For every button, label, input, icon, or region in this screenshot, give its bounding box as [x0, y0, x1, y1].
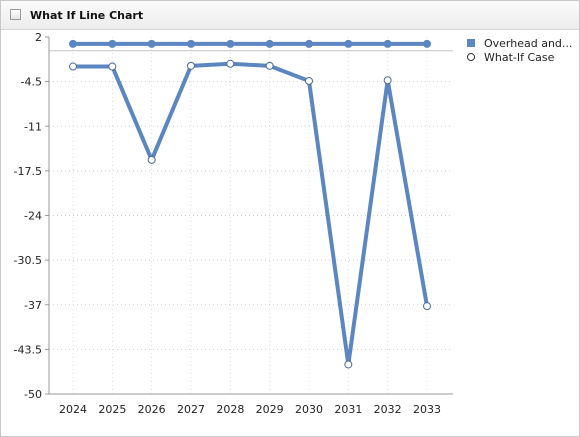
x-tick-label: 2031 [334, 403, 362, 416]
series-2-point [344, 360, 353, 369]
y-tick-label: -11 [24, 120, 42, 133]
y-tick-label: -24 [24, 210, 42, 223]
x-tick-label: 2025 [98, 403, 126, 416]
checkbox-icon[interactable] [10, 9, 21, 20]
x-tick-label: 2030 [295, 403, 323, 416]
x-tick-label: 2033 [413, 403, 441, 416]
series-2-point [108, 62, 117, 71]
x-tick-label: 2026 [138, 403, 166, 416]
series-1-point [305, 39, 313, 48]
series-2-point [305, 76, 313, 85]
series-2-point [187, 61, 195, 70]
series-2-point [69, 62, 77, 71]
y-tick-label: 2 [35, 31, 42, 44]
x-tick-label: 2027 [177, 403, 205, 416]
panel-titlebar: What If Line Chart [1, 1, 579, 30]
series-2-point [383, 76, 392, 85]
y-tick-label: -50 [24, 388, 42, 401]
series-2-point [265, 61, 274, 70]
series-1-point [187, 39, 195, 48]
series-1-point [383, 39, 392, 48]
y-tick-label: -30.5 [14, 254, 42, 267]
legend-label-2: What-If Case [484, 51, 555, 64]
legend-swatch-1 [467, 39, 475, 47]
series-1-point [69, 39, 77, 48]
legend-swatch-2 [467, 53, 475, 61]
series-1-point [108, 39, 117, 48]
series-2-point [423, 302, 431, 311]
x-tick-label: 2028 [216, 403, 244, 416]
y-tick-label: -4.5 [21, 76, 42, 89]
series-1-point [147, 39, 156, 48]
x-tick-label: 2032 [374, 403, 402, 416]
y-tick-label: -17.5 [14, 165, 42, 178]
series-2-point [147, 155, 156, 164]
series-1-point [423, 39, 431, 48]
series-1-point [265, 39, 274, 48]
x-tick-label: 2029 [256, 403, 284, 416]
y-tick-label: -43.5 [14, 343, 42, 356]
panel-title: What If Line Chart [30, 9, 144, 22]
legend-label-1: Overhead and... [484, 37, 572, 50]
x-tick-label: 2024 [59, 403, 87, 416]
series-1-point [344, 39, 353, 48]
series-line-2 [71, 61, 429, 367]
series-1-point [226, 39, 235, 48]
y-tick-label: -37 [24, 299, 42, 312]
series-2-point [226, 59, 235, 68]
